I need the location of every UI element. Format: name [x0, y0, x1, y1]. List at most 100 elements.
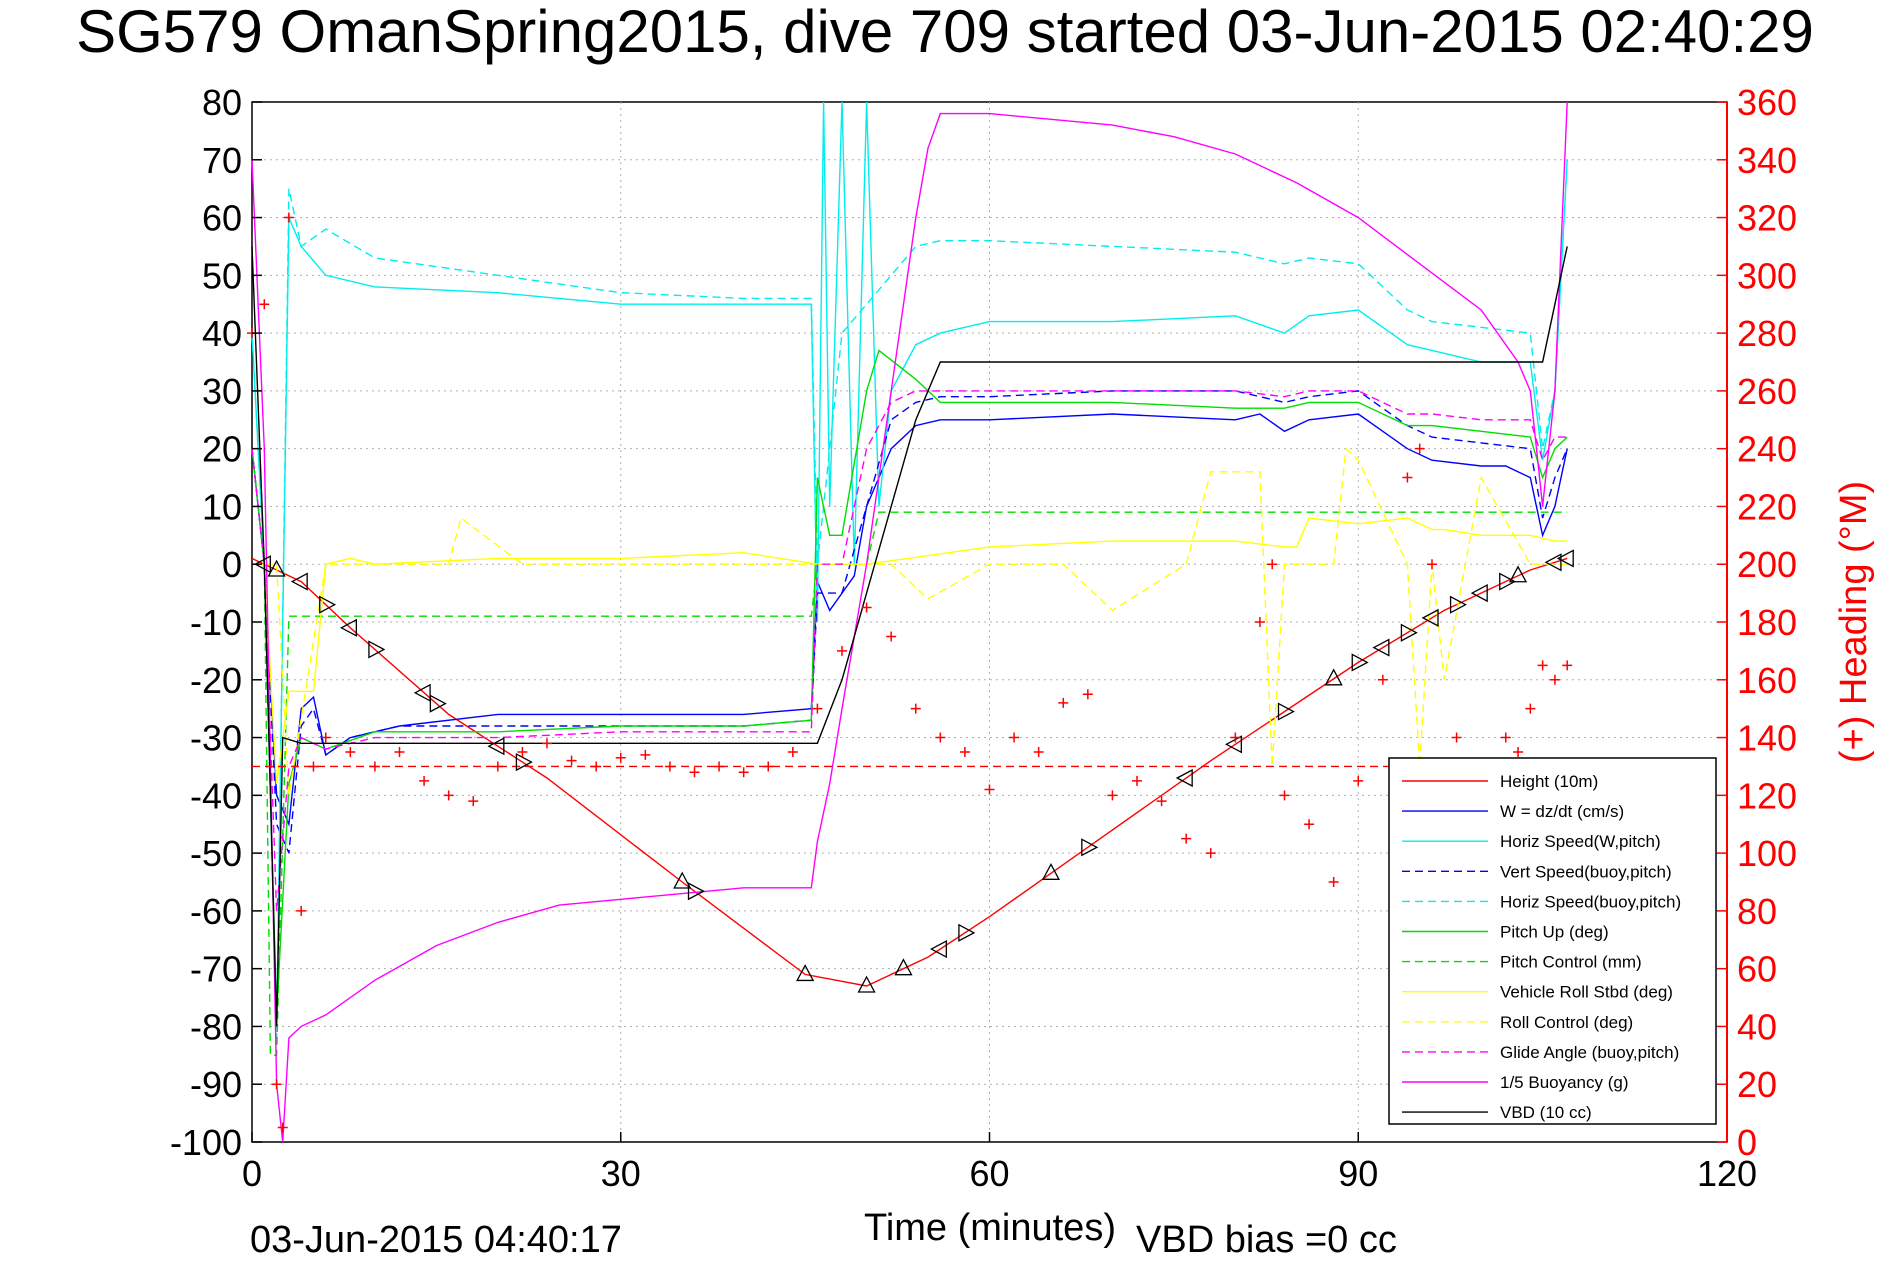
heading-point — [1181, 833, 1192, 844]
height-triangle-marker — [1081, 838, 1099, 857]
y-right-tick-label: 40 — [1737, 1006, 1777, 1047]
heading-point — [566, 755, 577, 766]
y-tick-label: 80 — [202, 82, 242, 123]
heading-point — [443, 790, 454, 801]
heading-point — [419, 775, 430, 786]
y-tick-label: -40 — [190, 775, 242, 816]
heading-point — [283, 212, 294, 223]
y-tick-label: -20 — [190, 660, 242, 701]
heading-point — [959, 747, 970, 757]
right-axis-label: (+) Heading (°M) — [1833, 481, 1875, 763]
legend-label: Pitch Control (mm) — [1500, 953, 1642, 972]
legend-label: Vert Speed(buoy,pitch) — [1500, 862, 1672, 881]
y-tick-label: -70 — [190, 949, 242, 990]
y-tick-label: 70 — [202, 140, 242, 181]
heading-point — [271, 1079, 282, 1090]
data-series — [251, 101, 1568, 1143]
height-triangle-marker — [319, 595, 337, 614]
series-line — [251, 159, 1568, 1039]
heading-point — [468, 796, 479, 807]
series-line — [252, 447, 1568, 796]
heading-point — [1562, 660, 1573, 671]
heading-markers — [247, 212, 1573, 1133]
height-triangle-marker — [1400, 623, 1418, 642]
heading-point — [984, 784, 995, 795]
legend-box — [1388, 757, 1717, 1125]
heading-point — [1082, 689, 1093, 700]
y-tick-label: -60 — [190, 891, 242, 932]
heading-point — [812, 703, 823, 714]
series-line — [251, 101, 1568, 1143]
heading-point — [861, 602, 872, 613]
height-triangle-marker — [1351, 653, 1369, 672]
x-tick-label: 90 — [1338, 1153, 1378, 1194]
y-right-tick-label: 300 — [1737, 255, 1797, 296]
x-axis-label: Time (minutes) — [864, 1207, 1116, 1249]
heading-point — [277, 1122, 288, 1133]
heading-point — [1107, 790, 1118, 801]
y-right-tick-label: 220 — [1737, 486, 1797, 527]
y-right-tick-label: 340 — [1737, 140, 1797, 181]
heading-point — [369, 761, 380, 772]
heading-point — [738, 767, 749, 778]
series-line — [252, 511, 1568, 1057]
series-line — [251, 390, 1568, 911]
heading-point — [1377, 674, 1388, 685]
heading-point — [640, 749, 651, 760]
height-triangle-marker — [958, 923, 976, 942]
y-right-tick-label: 240 — [1737, 429, 1797, 470]
y-tick-label: 50 — [202, 255, 242, 296]
y-tick-label: 40 — [202, 313, 242, 354]
x-tick-label: 60 — [969, 1153, 1009, 1194]
y-tick-label: 20 — [202, 429, 242, 470]
height-triangle-marker — [290, 572, 308, 591]
y-right-tick-label: 140 — [1737, 718, 1797, 759]
heading-point — [1009, 732, 1020, 743]
height-triangle-marker — [339, 618, 357, 637]
heading-point — [542, 738, 552, 749]
legend: Height (10m) W = dz/dt (cm/s) Horiz Speed(… — [1388, 757, 1717, 1125]
heading-point — [1537, 660, 1548, 671]
legend-label: W = dz/dt (cm/s) — [1500, 802, 1624, 821]
heading-point — [1033, 747, 1044, 757]
series-line — [251, 390, 1568, 854]
heading-point — [886, 631, 897, 642]
heading-point — [259, 299, 270, 310]
heading-point — [345, 747, 356, 757]
heading-point — [689, 767, 700, 778]
heading-point — [1279, 790, 1290, 801]
y-right-tick-label: 280 — [1737, 313, 1797, 354]
heading-point — [591, 761, 602, 772]
y-right-tick-label: 100 — [1737, 833, 1797, 874]
y-right-tick-label: 360 — [1737, 82, 1797, 123]
heading-point — [935, 732, 946, 743]
heading-point — [1500, 732, 1511, 743]
legend-label: Pitch Up (deg) — [1500, 923, 1609, 942]
heading-point — [320, 732, 331, 743]
series-line — [251, 101, 1568, 1027]
y-right-tick-label: 200 — [1737, 544, 1797, 585]
y-right-tick-label: 80 — [1737, 891, 1777, 932]
heading-point — [763, 761, 774, 772]
y-tick-label: -50 — [190, 833, 242, 874]
height-triangle-marker — [857, 975, 876, 993]
heading-point — [1328, 877, 1339, 887]
height-triangle-marker — [487, 737, 505, 756]
y-right-tick-label: 0 — [1737, 1122, 1757, 1163]
heading-point — [1304, 819, 1315, 830]
x-axis-ticks: 0 30 60 90 120 — [242, 1132, 1757, 1194]
heading-point — [837, 645, 847, 656]
series-line — [252, 517, 1568, 784]
y-right-tick-label: 160 — [1737, 660, 1797, 701]
height-triangle-marker — [894, 958, 913, 976]
height-triangle-marker — [929, 939, 947, 959]
height-triangle-marker — [1277, 702, 1295, 721]
heading-point — [1414, 443, 1425, 454]
height-triangle-marker — [253, 555, 271, 574]
height-triangle-marker — [1544, 553, 1562, 572]
height-triangle-marker — [413, 683, 431, 702]
height-triangle-marker — [1499, 572, 1517, 591]
heading-point — [517, 747, 528, 757]
height-triangle-marker — [1041, 862, 1061, 880]
legend-label: Vehicle Roll Stbd (deg) — [1500, 983, 1673, 1002]
